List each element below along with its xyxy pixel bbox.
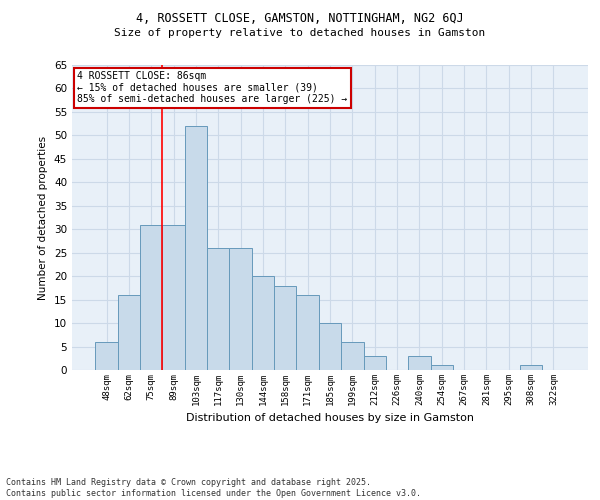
Bar (296, 295, 319, 370)
Bar (341, 342, 364, 370)
Bar (252, 276, 274, 370)
Bar (185, 126, 207, 370)
Text: Size of property relative to detached houses in Gamston: Size of property relative to detached ho… (115, 28, 485, 38)
Text: 4 ROSSETT CLOSE: 86sqm
← 15% of detached houses are smaller (39)
85% of semi-det: 4 ROSSETT CLOSE: 86sqm ← 15% of detached… (77, 71, 347, 104)
Bar (408, 356, 431, 370)
Bar (95, 342, 118, 370)
Text: 4, ROSSETT CLOSE, GAMSTON, NOTTINGHAM, NG2 6QJ: 4, ROSSETT CLOSE, GAMSTON, NOTTINGHAM, N… (136, 12, 464, 26)
Bar (319, 323, 341, 370)
Y-axis label: Number of detached properties: Number of detached properties (38, 136, 49, 300)
Text: Contains HM Land Registry data © Crown copyright and database right 2025.
Contai: Contains HM Land Registry data © Crown c… (6, 478, 421, 498)
Bar (118, 295, 140, 370)
Bar (520, 366, 542, 370)
Bar (431, 366, 453, 370)
Bar (140, 224, 163, 370)
Bar (207, 248, 229, 370)
Bar (163, 224, 185, 370)
X-axis label: Distribution of detached houses by size in Gamston: Distribution of detached houses by size … (186, 414, 474, 424)
Bar (229, 248, 252, 370)
Bar (364, 356, 386, 370)
Bar (274, 286, 296, 370)
